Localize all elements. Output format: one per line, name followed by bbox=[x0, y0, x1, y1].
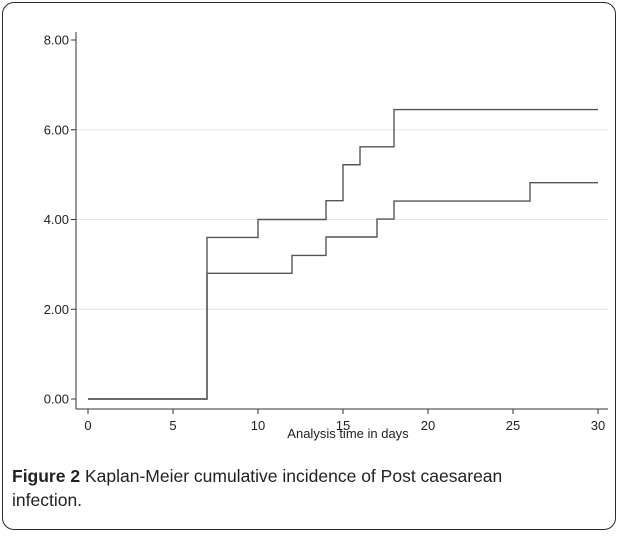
y-tick-label: 8.00 bbox=[44, 33, 69, 48]
x-tick-label: 0 bbox=[84, 418, 91, 433]
y-ticks: 0.00 2.00 4.00 6.00 8.00 bbox=[44, 33, 76, 407]
series-1-step-line bbox=[88, 108, 598, 400]
y-tick-label: 6.00 bbox=[44, 122, 69, 137]
grid bbox=[76, 129, 608, 310]
y-tick-label: 0.00 bbox=[44, 392, 69, 407]
x-axis-label: Analysis time in days bbox=[287, 426, 409, 441]
x-tick-label: 20 bbox=[421, 418, 435, 433]
x-tick-label: 30 bbox=[591, 418, 605, 433]
series-layer bbox=[88, 108, 598, 400]
chart: 0.00 2.00 4.00 6.00 8.00 0 5 10 15 20 25 30 Analys… bbox=[44, 32, 608, 441]
x-tick-label: 15 bbox=[336, 418, 350, 433]
x-tick-label: 25 bbox=[506, 418, 520, 433]
x-tick-label: 5 bbox=[169, 418, 176, 433]
x-tick-label: 10 bbox=[251, 418, 265, 433]
figure-frame bbox=[2, 2, 616, 530]
series-2-step-line bbox=[88, 182, 598, 400]
x-ticks: 0 5 10 15 20 25 30 bbox=[84, 409, 605, 433]
figure-caption-text: Kaplan-Meier cumulative incidence of Pos… bbox=[12, 466, 503, 510]
axes bbox=[75, 32, 608, 410]
figure-caption-label: Figure 2 bbox=[12, 466, 81, 486]
y-tick-label: 4.00 bbox=[44, 212, 69, 227]
y-tick-label: 2.00 bbox=[44, 302, 69, 317]
figure-caption: Figure 2 Kaplan-Meier cumulative inciden… bbox=[12, 464, 572, 512]
